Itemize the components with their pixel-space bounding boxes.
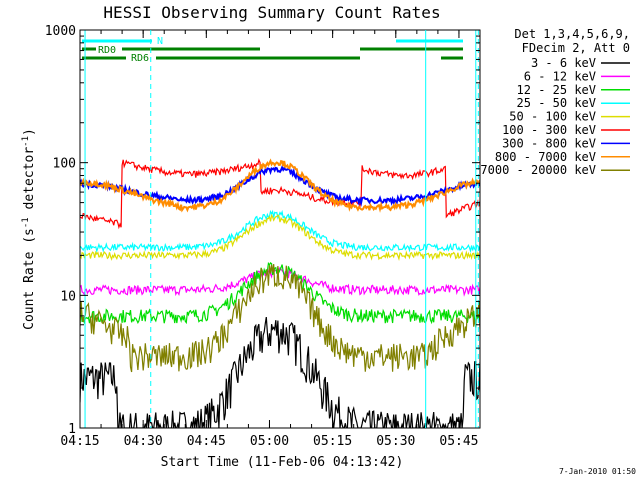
series-7000-20000-kev: [80, 264, 480, 373]
axis-ticks: 04:15 04:30 04:45 05:00 05:15 05:30 05:45 1 10 10…: [45, 24, 481, 449]
x-tick-label: 04:45: [187, 434, 226, 449]
legend-entry-label: 300 - 800 keV: [502, 136, 596, 150]
flag-label-n: N: [157, 36, 163, 47]
x-tick-label: 05:00: [250, 434, 289, 449]
legend-entry-label: 50 - 100 keV: [509, 110, 596, 124]
x-tick-label: 04:15: [60, 434, 99, 449]
legend-entry-label: 25 - 50 keV: [517, 96, 596, 110]
x-tick-label: 05:45: [439, 434, 478, 449]
series-100-300-kev: [80, 157, 480, 230]
y-tick-label: 100: [53, 157, 76, 172]
flags-layer: N RD0 RD6: [82, 36, 463, 64]
x-tick-label: 05:30: [376, 434, 415, 449]
x-tick-label: 05:15: [313, 434, 352, 449]
series-12-25-kev: [80, 261, 480, 325]
series-800-7000-kev: [80, 158, 480, 213]
plot-frame: [79, 29, 481, 429]
y-tick-label: 1000: [45, 24, 76, 39]
legend-entry-label: 12 - 25 keV: [517, 83, 596, 97]
series-25-50-kev: [80, 209, 480, 254]
legend: Det 1,3,4,5,6,9, FDecim 2, Att 0 3 - 6 k…: [480, 27, 630, 177]
flag-label-rd6: RD6: [131, 53, 149, 64]
y-tick-label: 10: [60, 289, 76, 304]
flag-label-rd0: RD0: [98, 45, 116, 56]
y-tick-label: 1: [68, 422, 76, 437]
series-6-12-kev: [80, 266, 480, 297]
series-300-800-kev: [80, 165, 480, 207]
series-50-100-kev: [80, 213, 480, 261]
series-3-6-kev: [80, 317, 480, 428]
legend-entry-label: 6 - 12 keV: [524, 69, 596, 83]
legend-entry-label: 800 - 7000 keV: [495, 150, 596, 164]
legend-entry-label: 7000 - 20000 keV: [480, 163, 596, 177]
x-tick-label: 04:30: [124, 434, 163, 449]
x-axis-label: Start Time (11-Feb-06 04:13:42): [161, 455, 404, 470]
footer-timestamp: 7-Jan-2010 01:50: [559, 467, 636, 476]
chart-title: HESSI Observing Summary Count Rates: [103, 3, 440, 22]
plot-border: [79, 29, 481, 429]
legend-entry-label: 3 - 6 keV: [531, 56, 596, 70]
legend-header-line-1: Det 1,3,4,5,6,9,: [514, 27, 630, 41]
legend-header-line-2: FDecim 2, Att 0: [522, 41, 630, 55]
series-layer: [80, 157, 480, 428]
legend-entry-label: 100 - 300 keV: [502, 123, 596, 137]
y-axis-label: Count Rate (s-1 detector-1): [21, 128, 37, 330]
